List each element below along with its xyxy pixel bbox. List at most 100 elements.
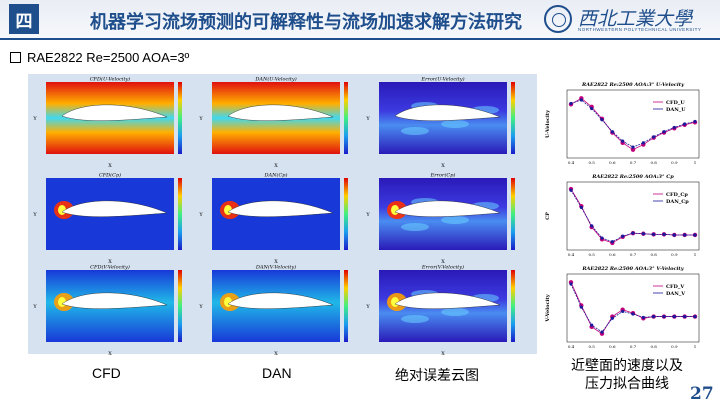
x-tick-label: 0.4 bbox=[568, 160, 575, 165]
contour-plot-xlabel: X bbox=[441, 259, 445, 265]
data-point bbox=[652, 314, 656, 319]
data-point bbox=[652, 232, 656, 236]
contour-plot-ylabel: Y bbox=[365, 212, 370, 218]
x-tick-label: 0.4 bbox=[568, 252, 575, 257]
contour-plot-xlabel: X bbox=[274, 351, 278, 357]
line-chart-title: RAE2822 Re:2500 AOA:3° U-Velocity bbox=[581, 82, 685, 88]
legend-label: DAN_U bbox=[666, 107, 686, 113]
data-point bbox=[662, 232, 666, 236]
contour-plot-ylabel: Y bbox=[32, 116, 37, 122]
airfoil-shape bbox=[227, 292, 334, 309]
x-tick-label: 1 bbox=[694, 160, 697, 165]
data-point bbox=[600, 330, 604, 334]
university-seal-icon bbox=[544, 5, 572, 33]
line-chart: RAE2822 Re:2500 AOA:3° V-Velocity V-Veloc… bbox=[541, 262, 707, 356]
line-chart-ylabel: V-Velocity bbox=[545, 293, 551, 322]
slide-title: 机器学习流场预测的可解释性与流场加速求解方法研究 bbox=[90, 12, 522, 33]
case-subtitle-text: RAE2822 Re=2500 AOA=3º bbox=[27, 50, 190, 65]
data-point bbox=[641, 315, 645, 320]
contour-plot-svg: DAN(U-Velocity) X Y bbox=[198, 76, 348, 169]
university-logo-wordmark: 西北工業大學 bbox=[578, 8, 693, 30]
data-point bbox=[590, 106, 594, 111]
contour-plot-xlabel: X bbox=[108, 259, 112, 265]
data-point bbox=[600, 118, 604, 122]
legend-label: CFD_U bbox=[666, 100, 685, 106]
x-tick-label: 0.6 bbox=[609, 160, 616, 165]
contour-plot: Error(Cp) X Y bbox=[365, 172, 525, 266]
contour-plot-ylabel: Y bbox=[198, 116, 203, 122]
contour-plot-title: CFD(U-Velocity) bbox=[90, 76, 131, 83]
line-chart-title: RAE2822 Re:2500 AOA:3° V-Velocity bbox=[581, 266, 684, 272]
line-chart-ylabel: CP bbox=[545, 212, 551, 220]
contour-plot: DAN(Cp) X Y bbox=[198, 172, 358, 266]
data-point bbox=[693, 314, 697, 319]
x-tick-label: 0.5 bbox=[588, 252, 595, 257]
contour-plot-xlabel: X bbox=[274, 259, 278, 265]
legend-label: CFD_V bbox=[666, 284, 684, 290]
university-logo: 西北工業大學 NORTHWESTERN POLYTECHNICAL UNIVER… bbox=[544, 4, 714, 34]
data-point bbox=[631, 312, 635, 316]
contour-plot-xlabel: X bbox=[441, 351, 445, 357]
x-tick-label: 0.7 bbox=[630, 160, 637, 165]
x-tick-label: 0.9 bbox=[671, 160, 678, 165]
contour-plot-svg: CFD(Cp) X Y bbox=[32, 172, 182, 265]
contour-plot-xlabel: X bbox=[108, 351, 112, 357]
data-point bbox=[579, 205, 583, 210]
contour-plot-title: Error(Cp) bbox=[430, 172, 456, 179]
x-tick-label: 0.7 bbox=[630, 344, 637, 349]
x-tick-label: 1 bbox=[694, 252, 697, 257]
data-point bbox=[610, 240, 614, 244]
line-chart: RAE2822 Re:2500 AOA:3° U-Velocity U-Veloc… bbox=[541, 78, 707, 172]
contour-plot-title: Error(V-Velocity) bbox=[421, 264, 464, 271]
contour-plot-title: DAN(V-Velocity) bbox=[255, 264, 296, 271]
header-bar: 四 机器学习流场预测的可解释性与流场加速求解方法研究 西北工業大學 NORTHW… bbox=[0, 0, 720, 38]
airfoil-shape bbox=[394, 104, 501, 121]
data-point bbox=[621, 139, 625, 143]
section-number-badge: 四 bbox=[9, 4, 39, 34]
contour-plot: CFD(U-Velocity) X Y bbox=[32, 76, 192, 170]
contour-plot-xlabel: X bbox=[108, 163, 112, 169]
data-point bbox=[683, 122, 687, 126]
contour-plot: Error(V-Velocity) X Y bbox=[365, 264, 525, 358]
contour-plot-title: CFD(Cp) bbox=[99, 172, 121, 179]
airfoil-shape bbox=[61, 104, 168, 121]
x-tick-label: 0.4 bbox=[568, 344, 575, 349]
contour-plot-svg: CFD(U-Velocity) X Y bbox=[32, 76, 182, 169]
data-point bbox=[652, 135, 656, 139]
x-tick-label: 0.5 bbox=[588, 344, 595, 349]
x-tick-label: 0.8 bbox=[650, 252, 657, 257]
line-chart-svg: RAE2822 Re:2500 AOA:3° V-Velocity V-Veloc… bbox=[545, 266, 700, 349]
data-point bbox=[662, 314, 666, 319]
contour-plot: DAN(V-Velocity) X Y bbox=[198, 264, 358, 358]
checkbox-bullet-icon bbox=[10, 52, 21, 63]
legend-label: DAN_Cp bbox=[666, 199, 689, 205]
data-point bbox=[590, 323, 594, 327]
airfoil-shape bbox=[227, 104, 334, 121]
contour-plot-title: Error(U-Velocity) bbox=[420, 76, 464, 83]
x-tick-label: 0.8 bbox=[650, 160, 657, 165]
airfoil-shape bbox=[227, 200, 334, 217]
data-point bbox=[610, 316, 614, 320]
contour-plot: CFD(Cp) X Y bbox=[32, 172, 192, 266]
data-point bbox=[672, 233, 676, 237]
contour-plot: DAN(U-Velocity) X Y bbox=[198, 76, 358, 170]
contour-plot-ylabel: Y bbox=[365, 304, 370, 310]
header-divider bbox=[0, 38, 720, 40]
x-tick-label: 0.6 bbox=[609, 344, 616, 349]
data-point bbox=[579, 98, 583, 102]
data-point bbox=[600, 236, 604, 240]
legend-label: DAN_V bbox=[666, 291, 685, 297]
contour-plot-svg: Error(U-Velocity) X Y bbox=[365, 76, 515, 169]
contour-plot-svg: CFD(V-Velocity) X Y bbox=[32, 264, 182, 357]
contour-plot-title: CFD(V-Velocity) bbox=[90, 264, 130, 271]
airfoil-shape bbox=[394, 200, 501, 217]
data-point bbox=[641, 232, 645, 236]
column-label-error: 绝对误差云图 bbox=[395, 367, 479, 383]
contour-plot-svg: Error(V-Velocity) X Y bbox=[365, 264, 515, 357]
x-tick-label: 0.9 bbox=[671, 344, 678, 349]
page-number: 27 bbox=[690, 384, 714, 404]
contour-plot-svg: Error(Cp) X Y bbox=[365, 172, 515, 265]
contour-plot-ylabel: Y bbox=[198, 212, 203, 218]
airfoil-shape bbox=[61, 292, 168, 309]
